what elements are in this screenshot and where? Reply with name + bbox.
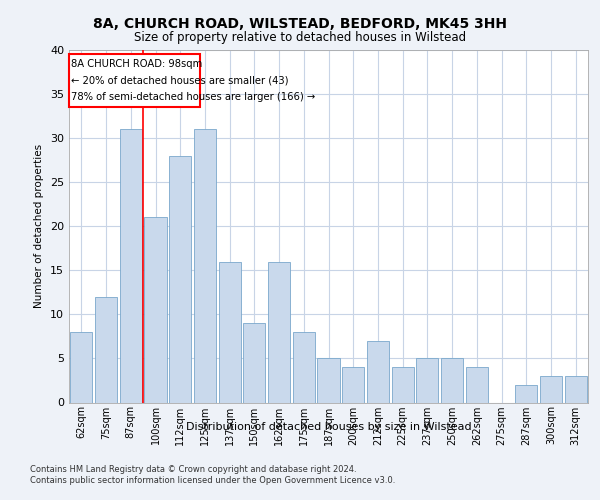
- Bar: [119, 130, 142, 402]
- Bar: [243, 323, 265, 402]
- Bar: [169, 156, 191, 402]
- Bar: [317, 358, 340, 403]
- Bar: [194, 130, 216, 402]
- Text: Size of property relative to detached houses in Wilstead: Size of property relative to detached ho…: [134, 31, 466, 44]
- Y-axis label: Number of detached properties: Number of detached properties: [34, 144, 44, 308]
- Bar: [70, 54, 200, 108]
- Bar: [293, 332, 315, 402]
- Bar: [441, 358, 463, 403]
- Text: 78% of semi-detached houses are larger (166) →: 78% of semi-detached houses are larger (…: [71, 92, 316, 102]
- Bar: [466, 367, 488, 402]
- Bar: [268, 262, 290, 402]
- Bar: [565, 376, 587, 402]
- Text: 8A, CHURCH ROAD, WILSTEAD, BEDFORD, MK45 3HH: 8A, CHURCH ROAD, WILSTEAD, BEDFORD, MK45…: [93, 18, 507, 32]
- Text: Contains HM Land Registry data © Crown copyright and database right 2024.: Contains HM Land Registry data © Crown c…: [30, 465, 356, 474]
- Text: ← 20% of detached houses are smaller (43): ← 20% of detached houses are smaller (43…: [71, 76, 289, 86]
- Text: Distribution of detached houses by size in Wilstead: Distribution of detached houses by size …: [186, 422, 472, 432]
- Bar: [342, 367, 364, 402]
- Bar: [218, 262, 241, 402]
- Bar: [145, 218, 167, 402]
- Bar: [540, 376, 562, 402]
- Bar: [95, 297, 117, 403]
- Text: 8A CHURCH ROAD: 98sqm: 8A CHURCH ROAD: 98sqm: [71, 59, 203, 69]
- Bar: [416, 358, 439, 403]
- Bar: [70, 332, 92, 402]
- Bar: [515, 385, 538, 402]
- Bar: [392, 367, 414, 402]
- Bar: [367, 341, 389, 402]
- Text: Contains public sector information licensed under the Open Government Licence v3: Contains public sector information licen…: [30, 476, 395, 485]
